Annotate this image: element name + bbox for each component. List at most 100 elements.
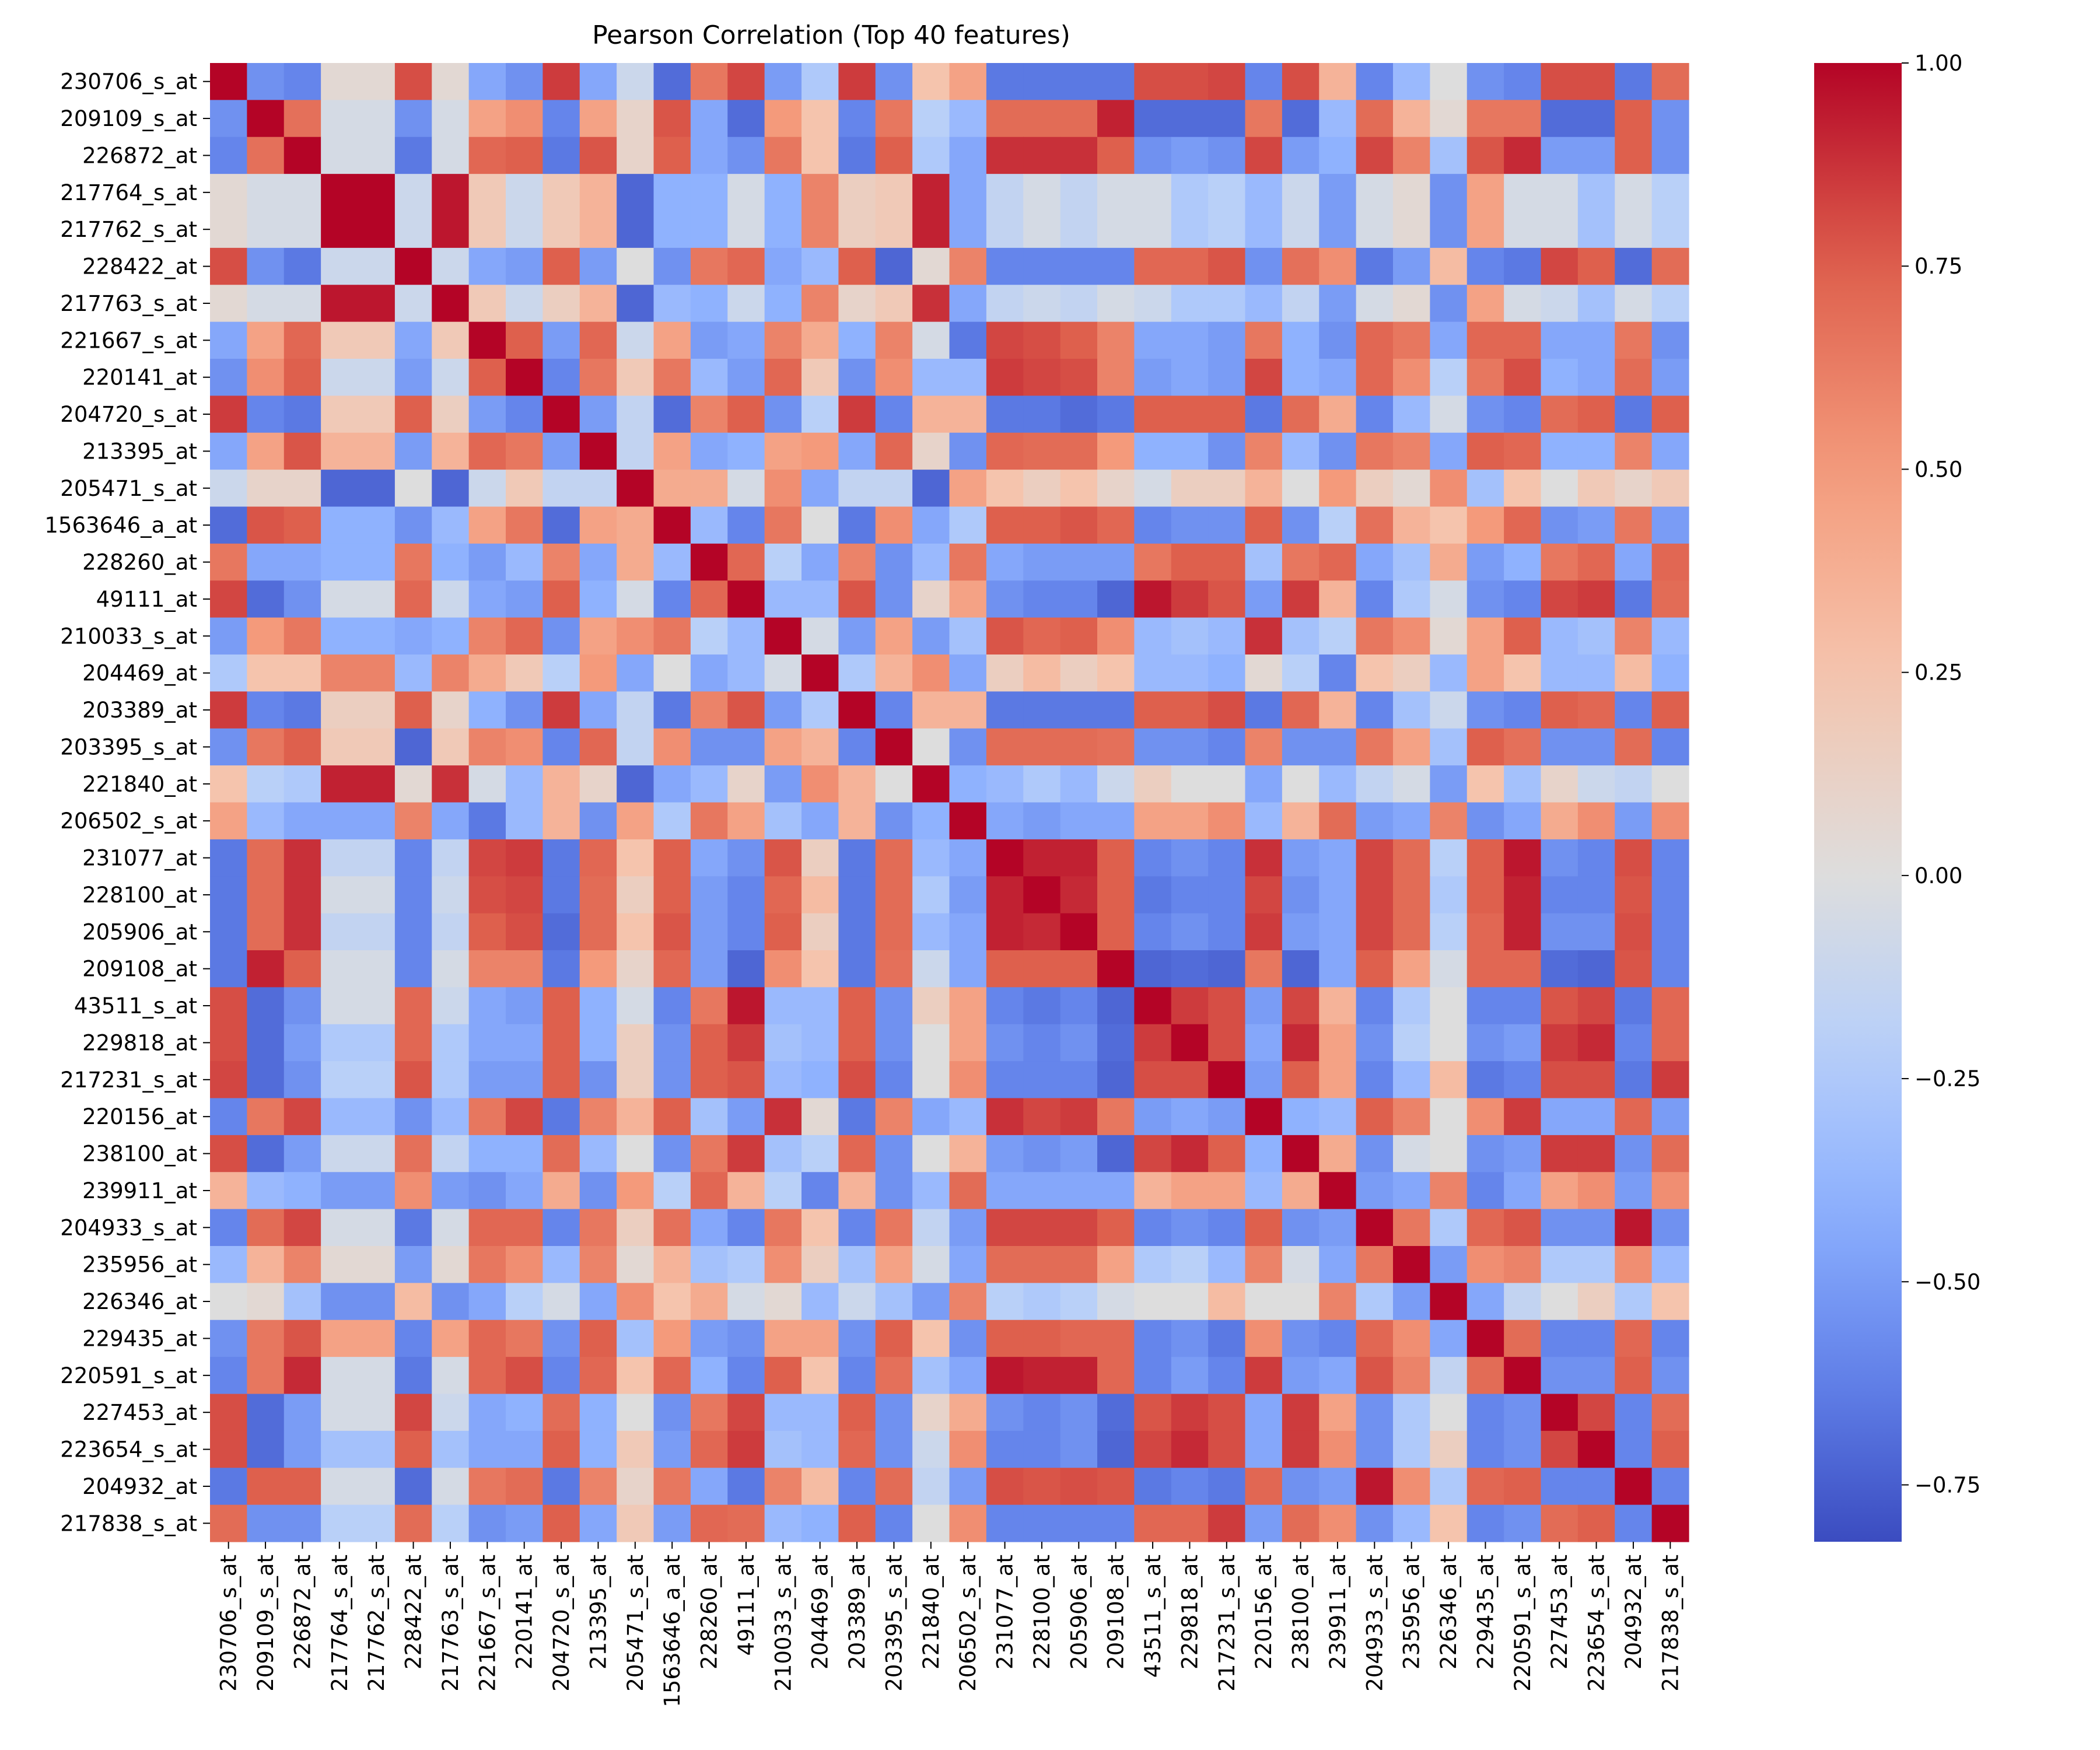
heatmap-cell — [838, 617, 876, 655]
heatmap-cell — [617, 1504, 654, 1542]
heatmap-cell — [1356, 285, 1394, 323]
heatmap-cell — [949, 1098, 987, 1136]
heatmap-cell — [653, 1098, 691, 1136]
heatmap-cell — [912, 470, 950, 508]
heatmap-cell — [1430, 506, 1468, 544]
heatmap-cell — [247, 1357, 285, 1395]
heatmap-cell — [432, 285, 470, 323]
heatmap-cell — [1615, 617, 1653, 655]
heatmap-cell — [432, 1135, 470, 1172]
heatmap-cell — [617, 1357, 654, 1395]
heatmap-cell — [1060, 987, 1098, 1025]
heatmap-cell — [838, 691, 876, 729]
heatmap-cell — [653, 1024, 691, 1062]
heatmap-cell — [1356, 617, 1394, 655]
heatmap-cell — [1208, 654, 1246, 692]
heatmap-cell — [1577, 950, 1615, 988]
x-tick-label: 217762_s_at — [364, 1555, 389, 1692]
heatmap-cell — [949, 691, 987, 729]
heatmap-cell — [1393, 617, 1430, 655]
heatmap-cell — [617, 950, 654, 988]
heatmap-cell — [1134, 913, 1172, 951]
heatmap-cell — [764, 691, 802, 729]
heatmap-cell — [690, 1172, 728, 1210]
heatmap-cell — [579, 580, 617, 618]
heatmap-cell — [1393, 728, 1430, 766]
heatmap-cell — [1541, 876, 1578, 914]
heatmap-cell — [506, 1320, 543, 1357]
heatmap-cell — [1577, 1061, 1615, 1099]
heatmap-cell — [986, 174, 1024, 212]
heatmap-cell — [690, 913, 728, 951]
heatmap-cell — [617, 136, 654, 174]
heatmap-cell — [1282, 100, 1320, 138]
heatmap-cell — [394, 580, 432, 618]
heatmap-cell — [1504, 1024, 1542, 1062]
heatmap-cell — [1245, 765, 1283, 803]
heatmap-cell — [1097, 617, 1135, 655]
heatmap-cell — [690, 876, 728, 914]
heatmap-cell — [1245, 321, 1283, 359]
heatmap-cell — [1319, 396, 1357, 433]
heatmap-cell — [1171, 1172, 1209, 1210]
heatmap-cell — [1393, 987, 1430, 1025]
heatmap-cell — [358, 1209, 396, 1247]
x-tick-label: 220156_at — [1251, 1555, 1276, 1670]
x-tick-label: 238100_at — [1289, 1555, 1314, 1670]
heatmap-cell — [1282, 691, 1320, 729]
heatmap-cell — [210, 1394, 247, 1432]
heatmap-cell — [1430, 1283, 1468, 1321]
heatmap-cell — [912, 1098, 950, 1136]
heatmap-cell — [321, 174, 359, 212]
heatmap-cell — [949, 1283, 987, 1321]
heatmap-cell — [986, 839, 1024, 877]
heatmap-cell — [468, 543, 506, 581]
heatmap-cell — [617, 1024, 654, 1062]
heatmap-cell — [1245, 876, 1283, 914]
heatmap-cell — [1245, 802, 1283, 840]
heatmap-cell — [432, 617, 470, 655]
heatmap-cell — [542, 876, 580, 914]
heatmap-cell — [617, 839, 654, 877]
heatmap-cell — [1393, 247, 1430, 285]
heatmap-cell — [432, 470, 470, 508]
heatmap-cell — [1282, 1430, 1320, 1468]
heatmap-cell — [1171, 359, 1209, 396]
heatmap-cell — [617, 359, 654, 396]
heatmap-cell — [1060, 1283, 1098, 1321]
heatmap-cell — [542, 543, 580, 581]
heatmap-cell — [1282, 543, 1320, 581]
heatmap-cell — [579, 506, 617, 544]
heatmap-cell — [727, 1209, 765, 1247]
heatmap-cell — [875, 580, 913, 618]
heatmap-cell — [1504, 1504, 1542, 1542]
heatmap-cell — [802, 506, 839, 544]
heatmap-cell — [1319, 691, 1357, 729]
heatmap-cell — [1208, 1394, 1246, 1432]
heatmap-cell — [1356, 211, 1394, 249]
heatmap-cell — [764, 211, 802, 249]
heatmap-cell — [432, 765, 470, 803]
x-tick-label: 221667_s_at — [475, 1555, 500, 1692]
heatmap-cell — [1319, 470, 1357, 508]
heatmap-cell — [986, 211, 1024, 249]
heatmap-cell — [1466, 802, 1504, 840]
y-tick-label: 239911_at — [82, 1178, 197, 1203]
heatmap-cell — [1393, 1430, 1430, 1468]
heatmap-cell — [1097, 765, 1135, 803]
x-tick-label: 213395_at — [586, 1555, 611, 1670]
heatmap-cell — [1097, 432, 1135, 470]
heatmap-cell — [1282, 174, 1320, 212]
heatmap-cell — [617, 1394, 654, 1432]
heatmap-cell — [1393, 1504, 1430, 1542]
heatmap-cell — [432, 950, 470, 988]
heatmap-cell — [1577, 543, 1615, 581]
y-tick-label: 213395_at — [82, 439, 197, 464]
heatmap-cell — [1208, 987, 1246, 1025]
heatmap-cell — [1134, 1061, 1172, 1099]
heatmap-cell — [653, 1320, 691, 1357]
x-axis-tick-labels: 230706_s_at 209109_s_at 226872_at 217764_s_… — [216, 1542, 1683, 1707]
heatmap-cell — [1060, 1098, 1098, 1136]
heatmap-cell — [690, 1468, 728, 1506]
heatmap-cell — [875, 691, 913, 729]
